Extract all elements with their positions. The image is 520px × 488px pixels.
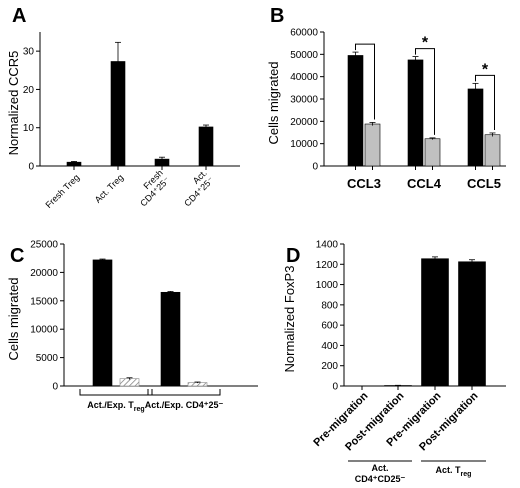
significance-star: * <box>482 61 489 78</box>
y-tick-label: 800 <box>321 300 338 311</box>
panel-d: D 0 200 400 600 800 1000 1200 1400 Normalized Fox… <box>282 240 506 484</box>
y-axis-label: Cells migrated <box>6 277 21 360</box>
y-tick-label: 400 <box>321 341 338 352</box>
y-tick-label: 20 <box>23 85 35 96</box>
y-tick-label: 600 <box>321 321 338 332</box>
x-category-label-subscript: reg <box>134 406 145 413</box>
group-label-line: Act. <box>371 463 388 473</box>
y-axis-label: Normalized FoxP3 <box>282 266 297 373</box>
x-category-label: Act.CD4⁺25⁻ <box>175 168 216 209</box>
x-category-label: CCL4 <box>407 176 442 191</box>
bar-series1-CCL4 <box>407 59 424 167</box>
bar-series2-act-exp-treg <box>119 378 140 387</box>
group-bracket <box>79 389 153 396</box>
x-category-label: Act. Treg <box>93 172 126 205</box>
x-category-label-main: Act./Exp. CD4⁺25⁻ <box>145 400 224 410</box>
x-category-label: Act./Exp. Treg <box>87 400 144 413</box>
y-tick-label: 1400 <box>316 240 339 251</box>
panel-c: C 0 5000 10000 15000 20000 25000 Cells migrated… <box>6 240 258 413</box>
group-bracket <box>147 389 221 396</box>
y-tick-label: 10000 <box>30 325 58 336</box>
y-tick-label: 20000 <box>30 268 58 279</box>
y-tick-label: 0 <box>28 162 34 173</box>
x-category-label: FreshCD4⁺25⁻ <box>131 168 172 209</box>
y-tick-label: 30000 <box>290 95 318 106</box>
bar-act-cd4-25 <box>198 126 214 167</box>
x-category-label: CCL3 <box>347 176 381 191</box>
y-tick-label: 40000 <box>290 72 318 83</box>
significance-bracket <box>475 74 495 130</box>
bar-series2-CCL4 <box>424 138 441 167</box>
group-label-subscript: reg <box>461 471 472 478</box>
bar-3 <box>458 261 486 387</box>
y-tick-label: 0 <box>52 382 58 393</box>
y-tick-label: 50000 <box>290 50 318 61</box>
significance-star: * <box>422 35 429 52</box>
x-category-label-line: Fresh Treg <box>43 172 81 210</box>
group-label-main: Act. T <box>436 465 462 475</box>
y-tick-label: 0 <box>332 382 338 393</box>
bar-series2-CCL3 <box>364 123 381 167</box>
y-tick-label: 5000 <box>36 353 59 364</box>
y-tick-label: 0 <box>312 162 318 173</box>
panel-letter-c: C <box>10 245 24 267</box>
bar-series1-CCL3 <box>347 55 364 167</box>
y-tick-label: 10000 <box>290 139 318 150</box>
bar-series1-act-exp-treg <box>92 259 113 387</box>
x-category-label-main: Act./Exp. T <box>87 400 134 410</box>
panel-letter-b: B <box>270 5 284 27</box>
x-category-label: Fresh Treg <box>43 172 81 210</box>
y-axis-label: Normalized CCR5 <box>6 51 21 156</box>
group-label-line: CD4⁺CD25⁻ <box>355 474 406 484</box>
bar-series1-act-exp-cd4-25 <box>160 291 181 387</box>
y-axis-label: Cells migrated <box>266 61 281 144</box>
y-tick-label: 10 <box>23 123 35 134</box>
y-tick-label: 20000 <box>290 117 318 128</box>
y-tick-label: 200 <box>321 361 338 372</box>
x-category-label: CCL5 <box>467 176 501 191</box>
bar-2 <box>421 258 449 387</box>
y-tick-label: 15000 <box>30 296 58 307</box>
y-tick-label: 1000 <box>316 280 339 291</box>
y-tick-label: 60000 <box>290 28 318 39</box>
y-tick-label: 1200 <box>316 260 339 271</box>
bar-series2-CCL5 <box>484 134 501 167</box>
y-tick-label: 30 <box>23 47 35 58</box>
group-label: Act. Treg <box>436 465 472 478</box>
x-category-label-line: Act. Treg <box>93 172 126 205</box>
significance-bracket <box>415 48 435 135</box>
significance-bracket <box>355 43 375 120</box>
x-category-label: Act./Exp. CD4⁺25⁻ <box>145 400 224 410</box>
bar-series1-CCL5 <box>467 88 484 167</box>
panel-letter-a: A <box>12 5 26 27</box>
y-tick-label: 25000 <box>30 240 58 251</box>
panel-b: B 0 10000 20000 30000 40000 50000 60000 Cells mi… <box>266 5 506 191</box>
panel-letter-d: D <box>286 245 300 267</box>
